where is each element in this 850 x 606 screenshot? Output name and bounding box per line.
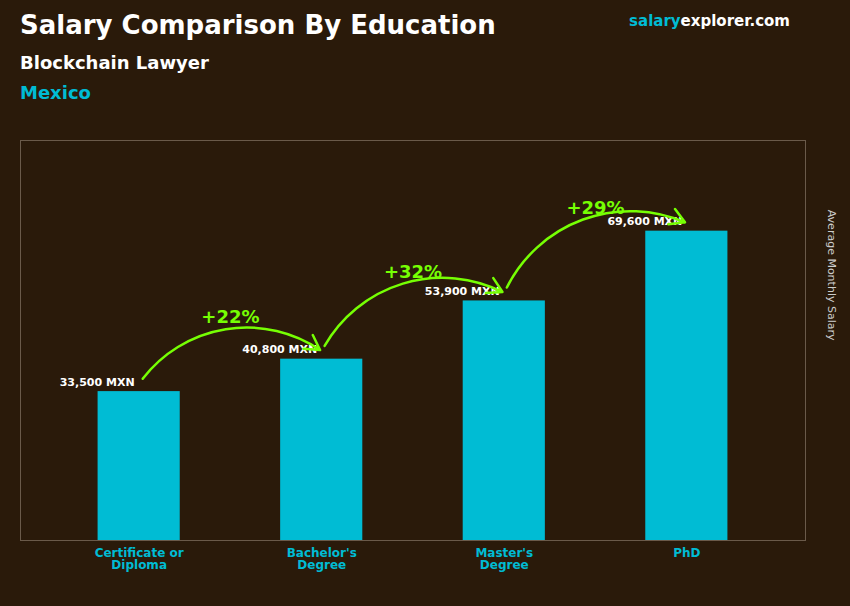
html-text:Blockchain Lawyer: Blockchain Lawyer: [20, 52, 209, 73]
svg-text:53,900 MXN: 53,900 MXN: [424, 284, 500, 298]
svg-text:Bachelor'sDegree: Bachelor'sDegree: [287, 546, 357, 572]
svg-text:+29%: +29%: [566, 197, 624, 218]
svg-text:Average Monthly Salary: Average Monthly Salary: [825, 210, 838, 341]
svg-text:PhD: PhD: [673, 546, 700, 560]
svg-text:Master'sDegree: Master'sDegree: [475, 546, 533, 572]
html-text:Salary Comparison By Education: Salary Comparison By Education: [20, 10, 496, 40]
html-text:Mexico: Mexico: [20, 82, 91, 103]
svg-text:33,500 MXN: 33,500 MXN: [60, 376, 135, 389]
html-text:salary explorer.com: salary explorer.com: [629, 12, 790, 30]
svg-text:Certificate orDiploma: Certificate orDiploma: [95, 546, 184, 572]
svg-text:+22%: +22%: [201, 306, 259, 327]
svg-text:+32%: +32%: [384, 261, 442, 282]
svg-text:69,600 MXN: 69,600 MXN: [607, 215, 683, 229]
svg-text:40,800 MXN: 40,800 MXN: [242, 343, 318, 357]
